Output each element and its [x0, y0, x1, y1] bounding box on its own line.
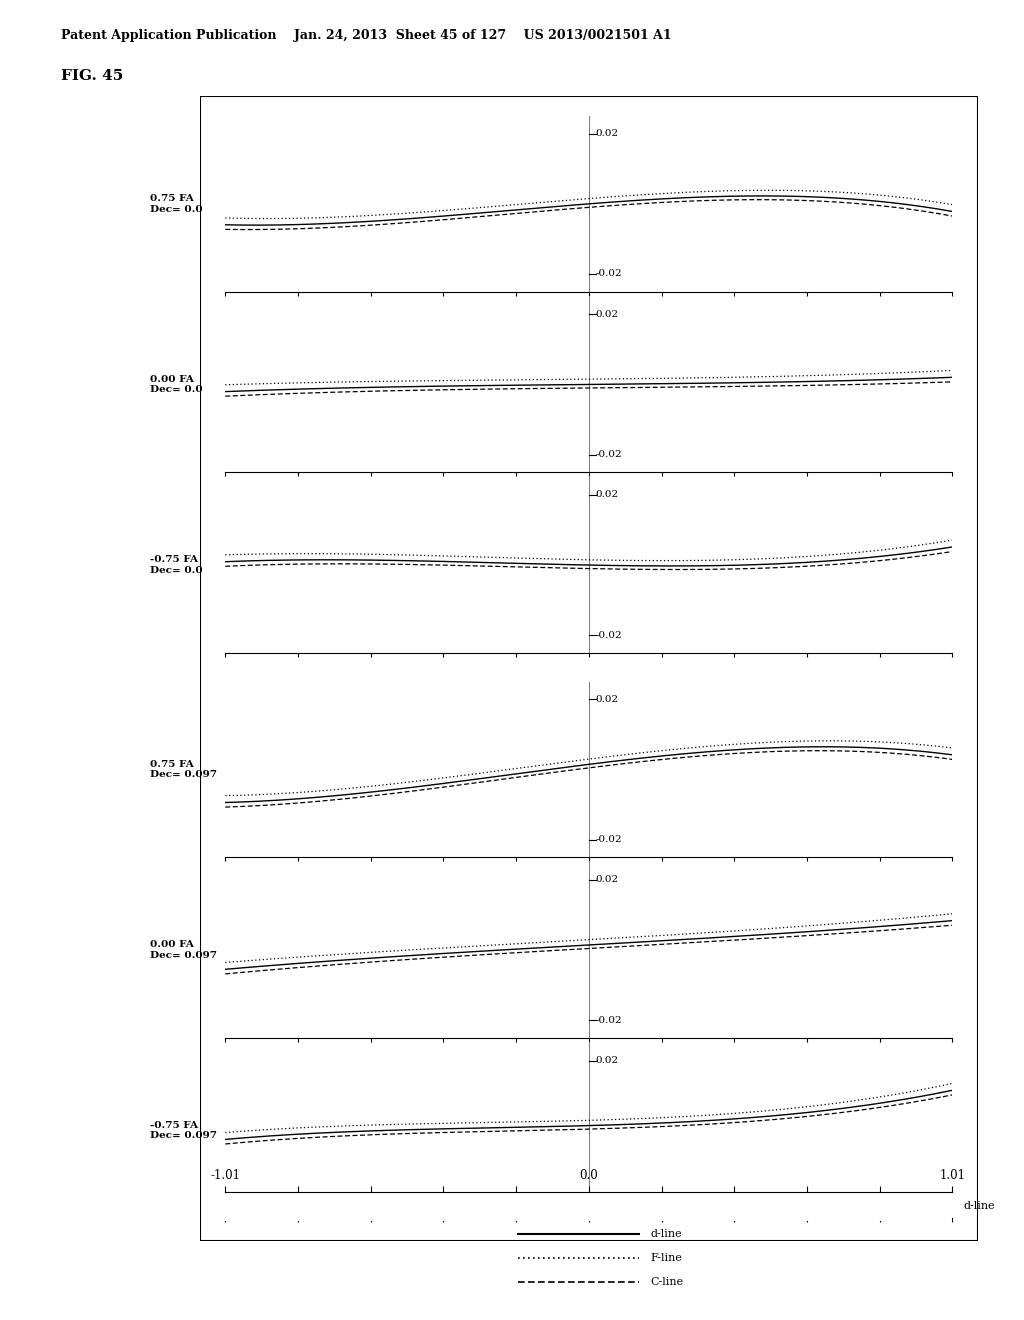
Text: -0.02: -0.02	[595, 450, 622, 459]
Text: d-line: d-line	[650, 1229, 682, 1239]
Text: -0.02: -0.02	[595, 1196, 622, 1205]
Text: -0.02: -0.02	[595, 1015, 622, 1024]
Text: -0.02: -0.02	[595, 631, 622, 640]
Text: -0.75 FA
Dec= 0.097: -0.75 FA Dec= 0.097	[150, 1121, 217, 1140]
Text: -0.02: -0.02	[595, 836, 622, 843]
Text: 0.00 FA
Dec= 0.0: 0.00 FA Dec= 0.0	[150, 375, 203, 395]
Text: 0.02: 0.02	[595, 875, 618, 884]
Text: 0.02: 0.02	[595, 310, 618, 319]
Text: C-line: C-line	[650, 1276, 683, 1287]
Text: 0.02: 0.02	[595, 129, 618, 139]
Text: 0.02: 0.02	[595, 491, 618, 499]
Text: -0.75 FA
Dec= 0.0: -0.75 FA Dec= 0.0	[150, 556, 203, 574]
Text: 0.02: 0.02	[595, 694, 618, 704]
Text: FIG. 45: FIG. 45	[61, 69, 124, 83]
Text: 0.02: 0.02	[595, 1056, 618, 1065]
Text: 0.75 FA
Dec= 0.0: 0.75 FA Dec= 0.0	[150, 194, 203, 214]
Text: 0.75 FA
Dec= 0.097: 0.75 FA Dec= 0.097	[150, 760, 217, 779]
Text: d-line: d-line	[964, 1201, 994, 1212]
FancyBboxPatch shape	[200, 96, 978, 1241]
Text: -0.02: -0.02	[595, 269, 622, 279]
Text: F-line: F-line	[650, 1253, 682, 1263]
Text: Patent Application Publication    Jan. 24, 2013  Sheet 45 of 127    US 2013/0021: Patent Application Publication Jan. 24, …	[61, 29, 672, 42]
Text: 0.00 FA
Dec= 0.097: 0.00 FA Dec= 0.097	[150, 940, 217, 960]
